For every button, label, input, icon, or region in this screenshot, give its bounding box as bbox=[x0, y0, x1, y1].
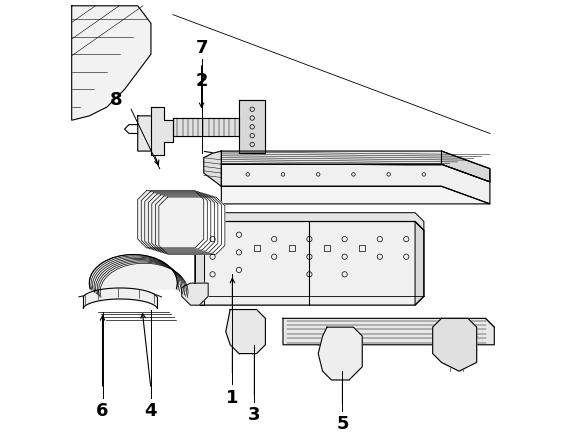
Polygon shape bbox=[138, 116, 160, 151]
Polygon shape bbox=[142, 192, 207, 249]
Text: 2: 2 bbox=[195, 72, 208, 89]
Polygon shape bbox=[318, 327, 362, 380]
Polygon shape bbox=[173, 118, 239, 136]
Polygon shape bbox=[204, 151, 221, 187]
Polygon shape bbox=[145, 193, 211, 250]
Polygon shape bbox=[221, 164, 490, 204]
Polygon shape bbox=[195, 222, 204, 305]
Polygon shape bbox=[155, 196, 221, 253]
Polygon shape bbox=[226, 310, 265, 354]
Bar bbox=[359, 245, 365, 251]
Text: 8: 8 bbox=[109, 91, 122, 109]
Polygon shape bbox=[89, 255, 177, 289]
Text: 1: 1 bbox=[226, 389, 239, 407]
Polygon shape bbox=[415, 222, 424, 305]
Bar bbox=[254, 245, 260, 251]
Bar bbox=[324, 245, 330, 251]
Text: 3: 3 bbox=[248, 406, 260, 424]
Polygon shape bbox=[221, 187, 490, 204]
Polygon shape bbox=[138, 190, 204, 248]
Bar bbox=[289, 245, 295, 251]
Polygon shape bbox=[182, 283, 208, 305]
Polygon shape bbox=[283, 319, 494, 345]
Polygon shape bbox=[432, 319, 477, 371]
Polygon shape bbox=[151, 107, 173, 155]
Polygon shape bbox=[195, 222, 424, 305]
Polygon shape bbox=[441, 151, 490, 182]
Text: 7: 7 bbox=[195, 39, 208, 57]
Polygon shape bbox=[221, 151, 490, 182]
Polygon shape bbox=[195, 213, 424, 230]
Polygon shape bbox=[159, 197, 225, 254]
Polygon shape bbox=[148, 194, 215, 251]
Text: 4: 4 bbox=[145, 402, 157, 420]
Polygon shape bbox=[239, 101, 265, 153]
Polygon shape bbox=[152, 195, 218, 252]
Polygon shape bbox=[72, 6, 151, 120]
Text: 6: 6 bbox=[96, 402, 109, 420]
Text: 5: 5 bbox=[336, 415, 349, 433]
